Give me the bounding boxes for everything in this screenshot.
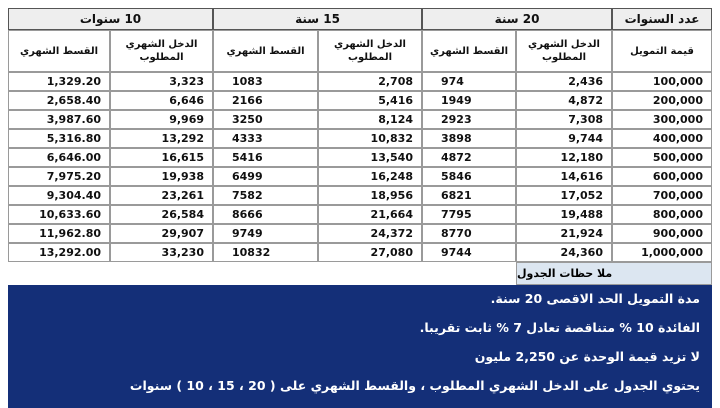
table-cell: 24,372 [318,224,422,243]
table-cell: 3250 [213,110,318,129]
table-cell: 600,000 [612,167,712,186]
table-cell: 10832 [213,243,318,262]
table-cell: 5846 [422,167,516,186]
notes-panel: مدة التمويل الحد الاقصى 20 سنة. الفائدة 1… [8,285,712,408]
table-cell: 4872 [422,148,516,167]
table-cell: 13,540 [318,148,422,167]
subheader-cell: القسط الشهري [213,30,318,72]
table-cell: 18,956 [318,186,422,205]
table-cell: 16,615 [110,148,213,167]
table-cell: 2,436 [516,72,612,91]
table-cell: 13,292.00 [8,243,110,262]
subheader-cell: الدخل الشهري المطلوب [110,30,213,72]
table-cell: 700,000 [612,186,712,205]
table-cell: 2166 [213,91,318,110]
table-cell: 21,664 [318,205,422,224]
table-cell: 3,323 [110,72,213,91]
header-cell: 10 سنوات [8,8,213,30]
table-cell: 21,924 [516,224,612,243]
table-cell: 13,292 [110,129,213,148]
table-cell: 1949 [422,91,516,110]
subheader-cell: القسط الشهري [422,30,516,72]
table-cell: 2,658.40 [8,91,110,110]
table-cell: 2,708 [318,72,422,91]
note-line: الفائدة 10 % متناقصة تعادل 7 % ثابت تقري… [419,320,700,335]
table-cell: 6499 [213,167,318,186]
table-cell: 6,646 [110,91,213,110]
table-cell: 3898 [422,129,516,148]
table-cell: 11,962.80 [8,224,110,243]
table-cell: 10,832 [318,129,422,148]
table-cell: 29,907 [110,224,213,243]
table-cell: 7582 [213,186,318,205]
table-cell: 8770 [422,224,516,243]
table-cell: 10,633.60 [8,205,110,224]
table-cell: 974 [422,72,516,91]
table-cell: 9749 [213,224,318,243]
table-cell: 14,616 [516,167,612,186]
table-cell: 6821 [422,186,516,205]
table-cell: 900,000 [612,224,712,243]
table-cell: 9,969 [110,110,213,129]
table-cell: 5,316.80 [8,129,110,148]
table-cell: 7,975.20 [8,167,110,186]
table-cell: 500,000 [612,148,712,167]
table-cell: 4,872 [516,91,612,110]
table-cell: 27,080 [318,243,422,262]
table-cell: 2923 [422,110,516,129]
table-cell: 4333 [213,129,318,148]
notes-title: ملا حظات الجدول [516,262,712,285]
table-cell: 1,000,000 [612,243,712,262]
subheader-cell: الدخل الشهري المطلوب [318,30,422,72]
header-cell: 15 سنة [213,8,422,30]
note-line: مدة التمويل الحد الاقصى 20 سنة. [490,291,700,306]
table-cell: 9744 [422,243,516,262]
table-cell: 19,938 [110,167,213,186]
table-cell: 300,000 [612,110,712,129]
table-cell: 800,000 [612,205,712,224]
table-cell: 16,248 [318,167,422,186]
table-cell: 8666 [213,205,318,224]
subheader-cell: الدخل الشهري المطلوب [516,30,612,72]
table-cell: 9,304.40 [8,186,110,205]
table-cell: 1,329.20 [8,72,110,91]
table-cell: 9,744 [516,129,612,148]
table-cell: 400,000 [612,129,712,148]
table-cell: 7795 [422,205,516,224]
table-cell: 5416 [213,148,318,167]
table-cell: 5,416 [318,91,422,110]
table-cell: 26,584 [110,205,213,224]
table-cell: 8,124 [318,110,422,129]
subheader-cell: القسط الشهري [8,30,110,72]
table-cell: 23,261 [110,186,213,205]
table-cell: 7,308 [516,110,612,129]
table-cell: 1083 [213,72,318,91]
note-line: يحتوي الجدول على الدخل الشهري المطلوب ، … [129,378,700,393]
table-cell: 200,000 [612,91,712,110]
table-cell: 19,488 [516,205,612,224]
table-cell: 33,230 [110,243,213,262]
table-cell: 6,646.00 [8,148,110,167]
table-cell: 100,000 [612,72,712,91]
table-cell: 24,360 [516,243,612,262]
header-cell: عدد السنوات [612,8,712,30]
header-cell: 20 سنة [422,8,612,30]
table-cell: 3,987.60 [8,110,110,129]
note-line: لا تزيد قيمة الوحدة عن 2,250 مليون [474,349,700,364]
subheader-cell: قيمة التمويل [612,30,712,72]
table-cell: 17,052 [516,186,612,205]
table-cell: 12,180 [516,148,612,167]
